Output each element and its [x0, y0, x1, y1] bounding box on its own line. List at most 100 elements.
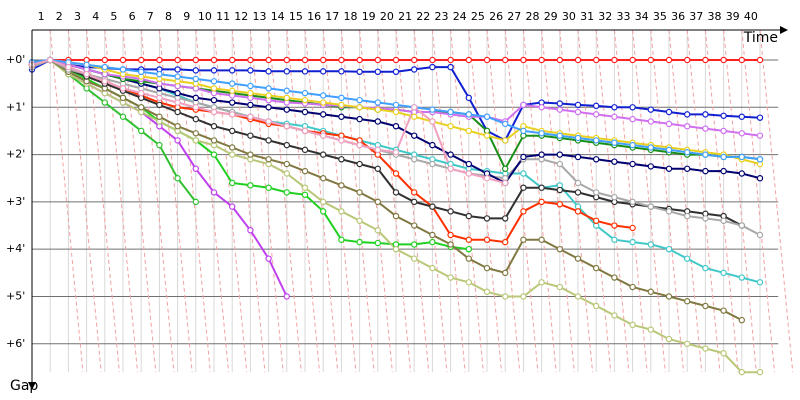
- data-point: [65, 63, 72, 71]
- data-point: [392, 170, 400, 177]
- data-point: [283, 94, 290, 102]
- data-point: [429, 56, 436, 64]
- data-point: [301, 108, 309, 116]
- data-point: [556, 245, 564, 253]
- lap-line: [286, 29, 321, 373]
- lap-line: [104, 29, 139, 373]
- data-point: [684, 56, 691, 64]
- data-point: [392, 68, 400, 76]
- data-point: [465, 94, 472, 102]
- data-point: [429, 106, 436, 113]
- data-point: [265, 104, 272, 111]
- data-point: [338, 113, 345, 120]
- lap-line: [67, 29, 102, 373]
- data-point: [210, 189, 218, 196]
- y-arrow: [28, 382, 36, 390]
- lap-line: [541, 29, 575, 373]
- data-point: [247, 227, 254, 234]
- data-point: [665, 56, 673, 64]
- data-point: [320, 208, 327, 215]
- lap-line: [231, 29, 266, 373]
- y-tick-label: +4': [6, 242, 25, 255]
- data-point: [574, 208, 582, 215]
- data-point: [556, 56, 564, 64]
- lap-line: [450, 29, 484, 373]
- x-tick-label: 11: [216, 10, 230, 23]
- lap-line: [759, 29, 794, 373]
- series-line: [31, 58, 633, 244]
- data-point: [502, 56, 509, 64]
- data-point: [119, 113, 127, 120]
- data-point: [228, 111, 236, 118]
- data-point: [665, 335, 673, 343]
- y-axis-label: Gap: [10, 378, 38, 394]
- data-point: [574, 189, 582, 196]
- data-point: [574, 153, 582, 161]
- data-point: [210, 56, 218, 64]
- data-point: [228, 203, 236, 210]
- data-point: [265, 56, 272, 64]
- data-point: [356, 68, 363, 76]
- data-point: [756, 114, 764, 121]
- lap-line: [377, 29, 412, 373]
- data-point: [556, 151, 564, 158]
- data-point: [629, 321, 636, 329]
- data-point: [210, 67, 218, 74]
- data-point: [665, 208, 673, 215]
- data-point: [593, 264, 600, 272]
- data-point: [192, 104, 199, 111]
- data-point: [647, 288, 655, 295]
- data-point: [702, 167, 709, 175]
- data-point: [720, 167, 727, 175]
- lap-line: [340, 29, 375, 373]
- data-point: [629, 238, 636, 246]
- data-point: [556, 106, 564, 113]
- x-tick-label: 32: [598, 10, 612, 23]
- lap-line: [122, 29, 157, 373]
- data-point: [538, 236, 545, 243]
- data-point: [684, 212, 691, 220]
- data-point: [738, 153, 746, 161]
- data-point: [411, 222, 418, 229]
- data-point: [447, 274, 454, 281]
- data-point: [738, 130, 746, 137]
- data-point: [465, 236, 472, 243]
- data-point: [119, 56, 127, 64]
- data-point: [356, 141, 363, 149]
- data-point: [47, 56, 54, 64]
- lap-line: [431, 29, 466, 373]
- data-point: [465, 111, 472, 118]
- data-point: [374, 239, 381, 247]
- lap-line: [559, 29, 594, 373]
- x-tick-label: 18: [344, 10, 358, 23]
- x-tick-label: 29: [544, 10, 558, 23]
- x-tick-label: 21: [398, 10, 412, 23]
- data-point: [265, 156, 272, 163]
- data-point: [611, 222, 618, 229]
- x-axis-label: Time: [743, 30, 778, 46]
- lap-line: [140, 29, 175, 373]
- lap-line: [486, 29, 521, 373]
- data-point: [247, 56, 254, 64]
- data-point: [356, 56, 363, 64]
- data-point: [228, 99, 236, 106]
- data-point: [283, 56, 290, 64]
- data-point: [228, 80, 236, 87]
- data-point: [411, 104, 418, 111]
- data-point: [356, 189, 363, 196]
- data-point: [320, 132, 327, 139]
- data-point: [702, 302, 709, 310]
- data-point: [574, 179, 582, 187]
- data-point: [338, 182, 345, 189]
- data-point: [574, 134, 582, 142]
- data-point: [374, 106, 381, 113]
- x-arrow: [780, 26, 788, 34]
- data-point: [665, 165, 673, 172]
- data-point: [392, 245, 400, 253]
- data-point: [392, 101, 400, 109]
- data-point: [447, 108, 454, 116]
- data-point: [265, 92, 272, 99]
- data-point: [556, 283, 564, 291]
- data-point: [629, 141, 636, 149]
- data-point: [465, 160, 472, 168]
